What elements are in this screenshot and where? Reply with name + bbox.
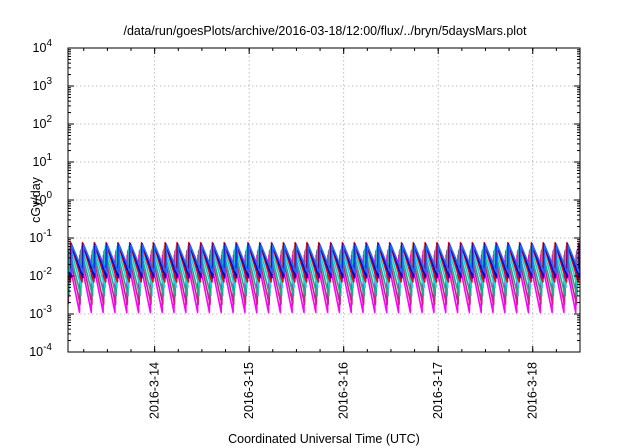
y-tick-label: 104 [33,38,53,55]
data-series [67,241,581,314]
y-tick-label: 10-4 [29,342,52,359]
y-tick-label: 103 [33,76,53,93]
y-tick-label: 10-1 [29,228,52,245]
chart-title: /data/run/goesPlots/archive/2016-03-18/1… [123,24,527,38]
x-tick-label: 2016-3-18 [526,362,540,419]
x-tick-label: 2016-3-17 [431,362,445,419]
axis-ticks: 10-410-310-210-11001011021031042016-3-14… [29,38,581,419]
x-tick-label: 2016-3-16 [337,362,351,419]
y-tick-label: 101 [33,152,53,169]
x-tick-label: 2016-3-14 [148,362,162,419]
y-axis-label: cGy/day [29,176,43,223]
x-tick-label: 2016-3-15 [242,362,256,419]
x-axis-label: Coordinated Universal Time (UTC) [228,432,420,446]
series-line [68,244,581,274]
y-tick-label: 10-2 [29,266,52,283]
y-tick-label: 102 [33,114,53,131]
y-tick-label: 10-3 [29,304,52,321]
